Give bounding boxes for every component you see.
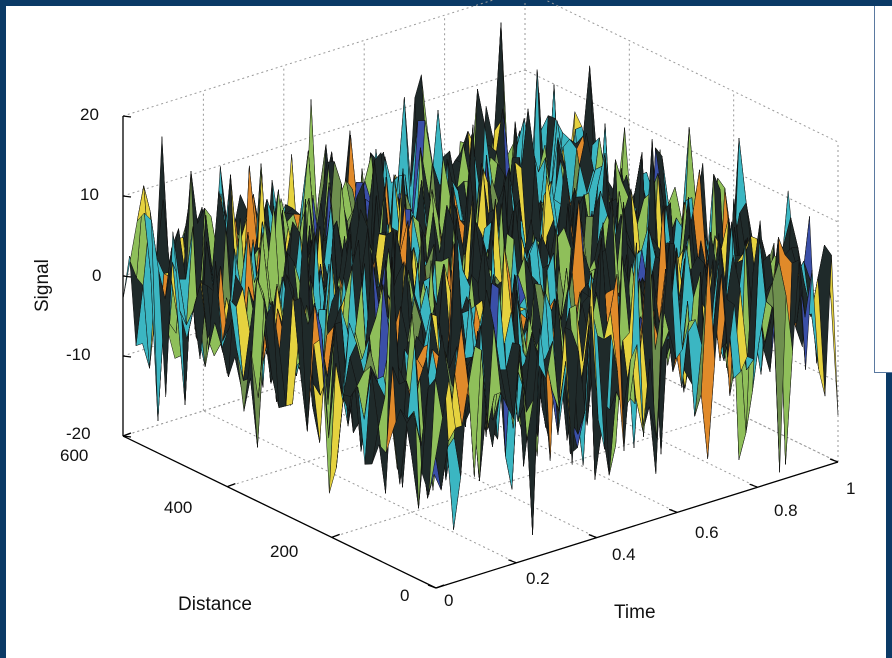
- x-tick: [122, 432, 132, 437]
- x-tick: [227, 483, 236, 488]
- surface-patch: [428, 378, 443, 495]
- x-tick-label: 200: [270, 542, 298, 561]
- x-tick: [435, 584, 445, 589]
- x-tick: [331, 533, 340, 538]
- surface-mesh: [122, 22, 839, 535]
- y-tick-label: 0.4: [612, 545, 636, 564]
- grid-line: [544, 0, 839, 143]
- y-tick-label: 0.8: [774, 501, 798, 520]
- z-tick: [122, 115, 132, 118]
- y-tick-label: 1: [846, 479, 855, 498]
- y-tick: [427, 584, 437, 589]
- grid-line: [122, 0, 495, 117]
- z-tick-label: 0: [92, 266, 101, 285]
- z-tick: [122, 355, 132, 358]
- z-tick: [122, 195, 132, 198]
- grid-line: [122, 69, 526, 197]
- y-tick-label: 0.6: [695, 523, 719, 542]
- time-axis-line: [435, 461, 839, 589]
- y-tick: [749, 483, 758, 488]
- x-tick-label: 0: [400, 586, 409, 605]
- axes-lines: [122, 115, 839, 589]
- y-tick-label: 0.2: [526, 569, 550, 588]
- y-tick: [829, 458, 839, 463]
- z-tick-label: 10: [80, 185, 99, 204]
- z-tick-label: 20: [80, 105, 99, 124]
- x-axis-label: Distance: [178, 594, 252, 615]
- z-tick-label: -20: [66, 424, 91, 443]
- y-tick-label: 0: [444, 591, 453, 610]
- z-tick-label: -10: [66, 345, 91, 364]
- colorbar-edge: [874, 6, 892, 373]
- distance-axis-line: [122, 435, 437, 589]
- x-tick-label: 600: [60, 446, 88, 465]
- y-tick: [668, 508, 678, 514]
- y-axis-label: Time: [614, 602, 656, 623]
- y-tick: [588, 533, 598, 539]
- x-tick-label: 400: [164, 498, 192, 517]
- z-axis-label: Signal: [32, 259, 53, 312]
- z-tick: [122, 275, 132, 278]
- y-tick: [508, 559, 517, 564]
